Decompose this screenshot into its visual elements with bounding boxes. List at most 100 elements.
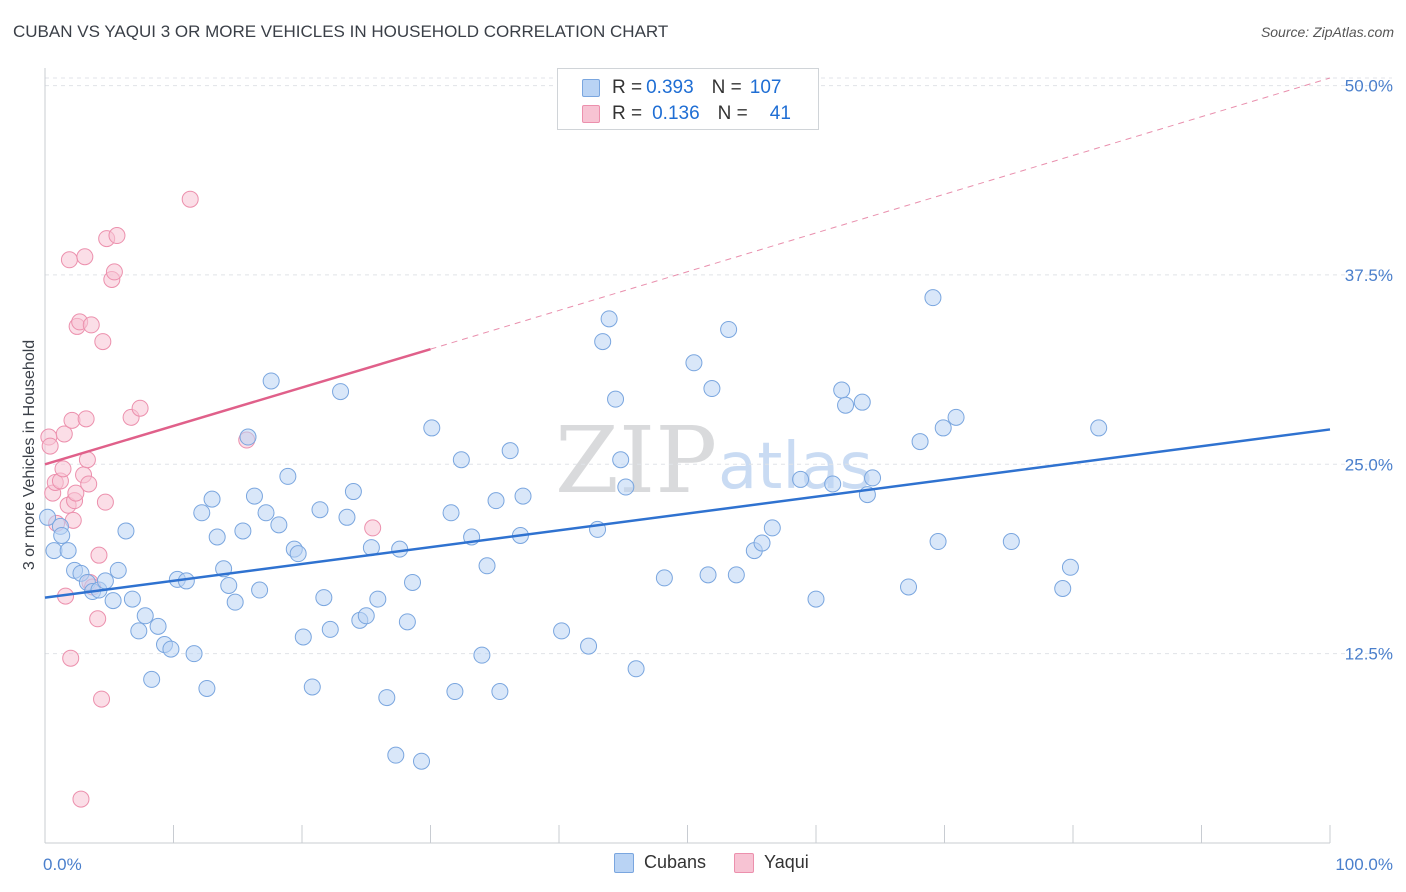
cubans-point bbox=[321, 620, 339, 638]
legend-item-cubans[interactable]: Cubans bbox=[614, 852, 706, 873]
cubans-point bbox=[934, 419, 952, 437]
cubans-point bbox=[1054, 580, 1072, 598]
cubans-swatch bbox=[614, 852, 634, 873]
cubans-point bbox=[753, 534, 771, 552]
watermark-zip: ZIP bbox=[555, 407, 717, 514]
y-tick-label: 12.5% bbox=[1345, 645, 1393, 664]
cubans-points bbox=[39, 289, 1108, 770]
yaqui-point bbox=[72, 790, 90, 808]
cubans-point bbox=[580, 637, 598, 655]
cubans-point bbox=[239, 428, 257, 446]
cubans-point bbox=[59, 542, 77, 560]
correlation-legend: R = 0.393 N = 107 R = 0.136 N = 41 bbox=[557, 68, 819, 130]
cubans-point bbox=[947, 408, 965, 426]
cubans-point bbox=[900, 578, 918, 596]
cubans-point bbox=[332, 383, 350, 401]
yaqui-point bbox=[41, 437, 59, 455]
n-value-cubans: 107 bbox=[749, 77, 782, 98]
cubans-point bbox=[378, 689, 396, 707]
cubans-point bbox=[226, 593, 244, 611]
yaqui-point bbox=[93, 690, 111, 708]
chart-title: CUBAN VS YAQUI 3 OR MORE VEHICLES IN HOU… bbox=[13, 22, 669, 41]
cubans-point bbox=[1061, 558, 1079, 576]
cubans-point bbox=[612, 451, 630, 469]
yaqui-point bbox=[62, 649, 80, 667]
yaqui-point bbox=[76, 248, 94, 266]
yaqui-point bbox=[60, 251, 78, 269]
cubans-point bbox=[720, 320, 738, 338]
cubans-point bbox=[594, 333, 612, 351]
cubans-point bbox=[792, 470, 810, 488]
cubans-point bbox=[655, 569, 673, 587]
yaqui-trend-line bbox=[44, 347, 431, 466]
cubans-point bbox=[136, 607, 154, 625]
r-value-cubans: 0.393 bbox=[646, 77, 694, 98]
cubans-point bbox=[627, 660, 645, 678]
cubans-point bbox=[699, 566, 717, 584]
cubans-point bbox=[398, 613, 416, 631]
cubans-point bbox=[837, 396, 855, 414]
cubans-point bbox=[864, 469, 882, 487]
cubans-point bbox=[600, 310, 618, 328]
legend-item-yaqui[interactable]: Yaqui bbox=[734, 852, 809, 873]
cubans-point bbox=[478, 557, 496, 575]
cubans-point bbox=[1002, 533, 1020, 551]
yaqui-point bbox=[89, 610, 107, 628]
cubans-point bbox=[294, 628, 312, 646]
cubans-point bbox=[53, 526, 71, 544]
zipatlas-watermark: ZIP atlas bbox=[555, 407, 873, 514]
cubans-point bbox=[446, 683, 464, 701]
cubans-point bbox=[807, 590, 825, 608]
yaqui-point bbox=[131, 399, 149, 417]
cubans-point bbox=[685, 354, 703, 372]
cubans-point bbox=[289, 545, 307, 563]
cubans-point bbox=[501, 442, 519, 460]
cubans-point bbox=[193, 504, 211, 522]
cubans-point bbox=[911, 433, 929, 451]
source-credit: Source: ZipAtlas.com bbox=[1260, 24, 1394, 40]
r-value-yaqui: 0.136 bbox=[652, 103, 700, 124]
cubans-point bbox=[39, 508, 57, 526]
cubans-point bbox=[487, 492, 505, 510]
r-label: R = bbox=[612, 77, 643, 98]
axes bbox=[44, 68, 1331, 844]
cubans-point bbox=[279, 467, 297, 485]
cubans-point bbox=[491, 683, 509, 701]
cubans-point bbox=[45, 542, 63, 560]
cubans-point bbox=[369, 590, 387, 608]
cubans-point bbox=[833, 381, 851, 399]
cubans-point bbox=[234, 522, 252, 540]
series-legend: Cubans Yaqui bbox=[614, 852, 837, 873]
cubans-point bbox=[929, 533, 947, 551]
n-label: N = bbox=[717, 103, 748, 124]
cubans-point bbox=[413, 752, 431, 770]
y-tick-label: 37.5% bbox=[1345, 266, 1393, 285]
yaqui-point bbox=[63, 411, 81, 429]
cubans-point bbox=[109, 561, 127, 579]
yaqui-point bbox=[364, 519, 382, 537]
x-tick-label-min: 0.0% bbox=[43, 855, 82, 874]
cubans-point bbox=[303, 678, 321, 696]
yaqui-swatch bbox=[734, 852, 755, 873]
cubans-point bbox=[96, 572, 114, 590]
cubans-point bbox=[208, 528, 226, 546]
n-label: N = bbox=[711, 77, 742, 98]
cubans-point bbox=[344, 483, 362, 501]
cubans-point bbox=[311, 501, 329, 519]
cubans-point bbox=[391, 540, 409, 558]
yaqui-point bbox=[77, 410, 95, 428]
cubans-point bbox=[104, 592, 122, 610]
n-value-yaqui: 41 bbox=[769, 103, 791, 124]
legend-label-yaqui: Yaqui bbox=[764, 852, 809, 872]
yaqui-point bbox=[82, 316, 100, 334]
cubans-point bbox=[763, 519, 781, 537]
cubans-point bbox=[251, 581, 269, 599]
trend-lines bbox=[44, 77, 1331, 599]
cubans-point bbox=[423, 419, 441, 437]
grid-lines bbox=[45, 77, 1392, 655]
cubans-swatch bbox=[582, 79, 600, 97]
yaqui-point bbox=[181, 190, 199, 208]
cubans-point bbox=[924, 289, 942, 307]
r-label: R = bbox=[612, 103, 643, 124]
yaqui-point bbox=[55, 425, 73, 443]
